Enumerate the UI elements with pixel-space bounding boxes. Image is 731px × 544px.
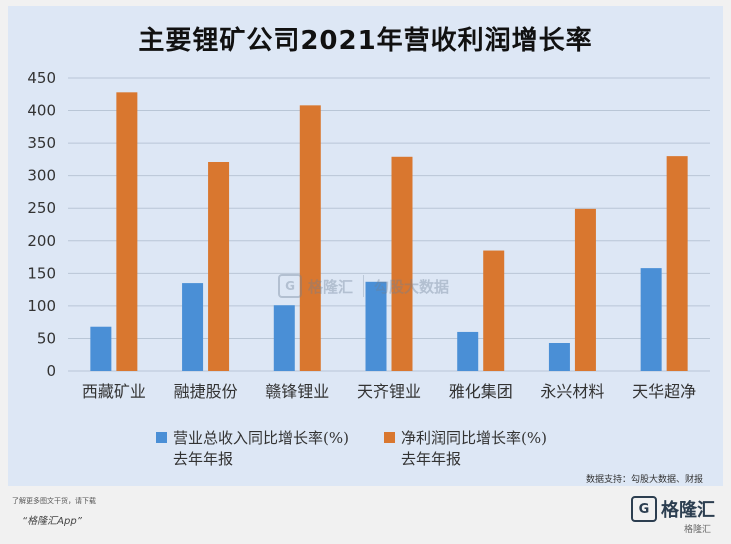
watermark-sub-brand: 勾股大数据 [374,277,450,296]
y-tick-label: 300 [27,167,56,185]
legend-sublabel-profit: 去年年报 [401,450,462,468]
bar-revenue [273,305,295,371]
bar-revenue [90,326,112,371]
chart-card: 主要锂矿公司2021年营收利润增长率 0 50 100 150 200 250 300 350… [8,6,723,486]
x-category-label: 西藏矿业 [82,382,146,401]
bar-profit [574,208,596,371]
chart-title: 主要锂矿公司2021年营收利润增长率 [138,26,593,56]
legend-item-revenue: 营业总收入同比增长率(%) 去年年报 [156,428,349,470]
legend-sublabel-revenue: 去年年报 [173,450,234,468]
footer-logo: G 格隆汇 [631,496,715,522]
y-tick-label: 450 [27,69,56,87]
x-category-label: 永兴材料 [540,382,604,401]
bar-revenue [182,283,204,371]
x-category-label: 天齐锂业 [357,382,421,401]
bar-revenue [365,281,387,371]
legend-swatch-revenue [156,432,167,443]
x-category-label: 赣锋锂业 [265,382,329,401]
footer-sub-brand: 格隆汇 [683,525,711,535]
bar-revenue [548,343,570,371]
y-tick-label: 50 [37,329,56,347]
x-category-label: 雅化集团 [449,382,513,401]
watermark-logo-icon: G [278,274,302,298]
y-tick-label: 0 [46,362,56,380]
watermark: G 格隆汇 勾股大数据 [278,274,449,298]
y-tick-label: 350 [27,134,56,152]
watermark-divider [363,275,365,297]
bar-profit [483,250,505,371]
legend-item-profit: 净利润同比增长率(%) 去年年报 [384,428,547,470]
y-tick-label: 150 [27,264,56,282]
x-category-label: 融捷股份 [174,382,238,401]
x-category-label: 天华超净 [632,382,696,401]
y-tick-label: 250 [27,199,56,217]
y-tick-label: 400 [27,102,56,120]
legend-label-profit: 净利润同比增长率(%) [401,429,547,447]
promo-text: 了解更多图文干货，请下载 [12,497,96,505]
y-tick-label: 200 [27,232,56,250]
bar-profit [666,156,688,371]
y-tick-label: 100 [27,297,56,315]
promo-app-name: “格隆汇App” [22,516,82,527]
data-source: 数据支持：勾股大数据、财报 [585,475,703,485]
bar-profit [299,105,321,371]
bar-profit [116,92,138,371]
bar-chart: 0 50 100 150 200 250 300 350 400 450 西藏矿业 融捷股份 赣锋锂业 天… [27,69,710,401]
footer-brand: 格隆汇 [661,500,715,521]
bar-revenue [457,331,479,371]
watermark-brand: 格隆汇 [308,277,354,296]
legend-swatch-profit [384,432,395,443]
bar-revenue [640,268,662,371]
footer-logo-icon: G [631,496,657,522]
legend-label-revenue: 营业总收入同比增长率(%) [173,429,349,447]
bar-profit [391,156,413,371]
bar-profit [208,161,230,371]
